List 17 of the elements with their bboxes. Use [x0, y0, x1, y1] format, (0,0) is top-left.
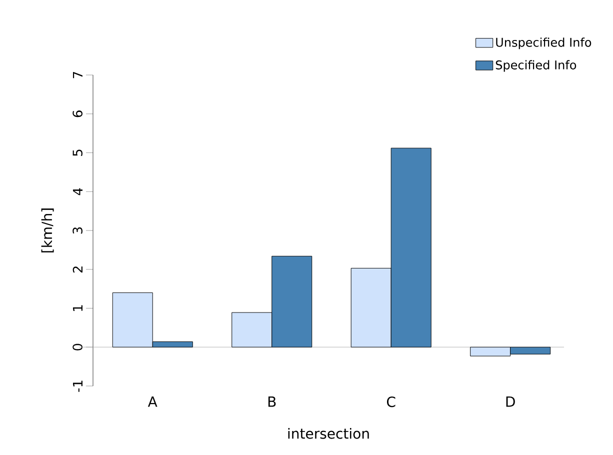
y-tick-label: 6 — [72, 110, 82, 118]
y-tick-label: 5 — [72, 150, 82, 156]
x-tick-label: C — [386, 396, 396, 408]
x-tick-label: B — [268, 396, 276, 407]
x-axis-title: intersection — [288, 428, 369, 439]
y-tick-label: -1 — [73, 380, 82, 392]
legend-label: Specified Info — [496, 60, 576, 72]
y-tick-label: 4 — [73, 188, 82, 196]
legend-label: Unspecified Info — [496, 38, 592, 50]
y-tick-label: 0 — [72, 344, 82, 350]
y-tick-label: 3 — [72, 227, 82, 234]
y-axis-title: [km/h] — [41, 208, 54, 252]
y-tick-label: 1 — [73, 305, 82, 311]
x-tick-label: D — [506, 396, 515, 407]
y-tick-label: 2 — [72, 266, 82, 273]
x-tick-label: A — [148, 396, 158, 407]
y-tick-label: 7 — [73, 72, 82, 78]
